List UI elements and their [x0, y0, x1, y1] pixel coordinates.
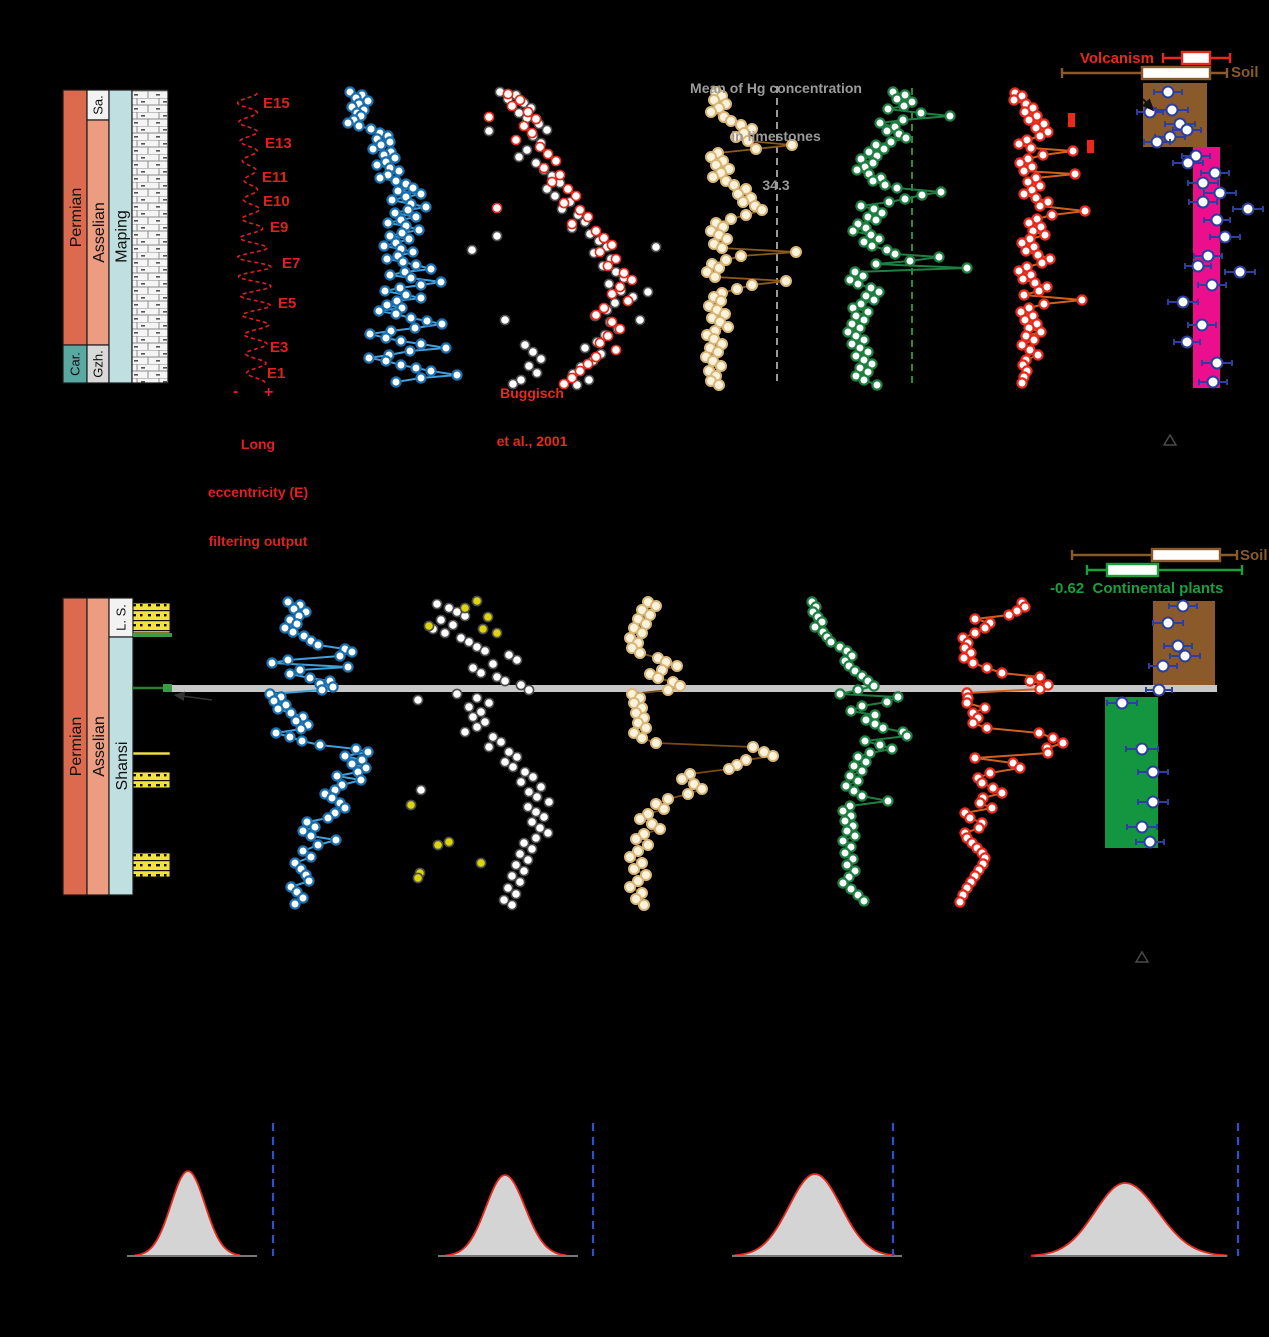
- soil-boxplot-b: [1070, 547, 1239, 563]
- panel-a-hg-series: [700, 86, 802, 391]
- triangle-marker: [1134, 950, 1150, 963]
- eccentricity-cycle-label: E3: [270, 339, 288, 356]
- eccentricity-cycle-label: E5: [278, 295, 296, 312]
- density-plots: [127, 1123, 1240, 1257]
- thin-yellow-bed: [132, 751, 171, 756]
- hg-mean-line2: in limestones: [731, 128, 821, 145]
- panel-b-oxygen-series-white: [412, 598, 555, 911]
- green-marker-square: [163, 684, 172, 692]
- eccentricity-cycle-label: E10: [263, 193, 290, 210]
- strat-label: Maping: [113, 210, 130, 262]
- mean-lines: [776, 86, 913, 385]
- eccentricity-cycle-label: E13: [265, 135, 292, 152]
- panel-a-strat-column-block: [131, 89, 169, 384]
- panel-a-hg-al-series: [1008, 87, 1091, 389]
- ecc-caption-line3: filtering output: [208, 532, 308, 549]
- strat-label: Permian: [68, 717, 85, 777]
- hg-mean-annotation: Mean of Hg concentration in limestones 3…: [683, 48, 869, 209]
- panel-b-strat-column-block: [62, 597, 88, 896]
- panel-b-oxygen-series-yellow: [405, 595, 503, 884]
- panel-b-strat-column-block: [108, 636, 134, 896]
- density-curve-4: [1031, 1182, 1228, 1257]
- sandstone-block: [132, 852, 171, 878]
- panel-a-strat-column-block: [62, 89, 88, 346]
- panel-b-hg-al-series: [954, 597, 1069, 908]
- panel-b-hg-series: [624, 596, 779, 911]
- buggisch-line1: Buggisch: [500, 385, 564, 402]
- strat-label: L. S.: [114, 604, 129, 631]
- strat-label: Permian: [68, 188, 85, 248]
- eccentricity-cycle-label: E11: [262, 169, 288, 186]
- strat-label: Sa.: [91, 95, 106, 115]
- volcanism-label: Volcanism: [1080, 50, 1154, 67]
- volcanism-boxplot: [1161, 50, 1232, 66]
- panel-a-isotope-error-points: [1136, 85, 1264, 389]
- triangle-marker: [1162, 433, 1178, 446]
- strat-label: Gzh.: [91, 350, 106, 377]
- panel-a-oxygen-series-white: [466, 86, 662, 391]
- strat-label: Car.: [68, 352, 83, 376]
- soil-boxplot-a: [1060, 65, 1229, 81]
- panel-a-hg-tc-series: [842, 86, 973, 391]
- hg-mean-line1: Mean of Hg concentration: [690, 80, 862, 97]
- green-bed: [133, 633, 172, 637]
- buggisch-line2: et al., 2001: [496, 433, 568, 450]
- hg-mean-value: 34.3: [762, 176, 790, 193]
- ecc-plus-sign: +: [264, 384, 274, 401]
- ecc-caption-line2: eccentricity (E): [207, 484, 309, 501]
- panel-b-lithology: [132, 602, 172, 878]
- ash-bar: [1068, 113, 1075, 127]
- eccentricity-cycle-label: E1: [267, 365, 285, 382]
- buggisch-citation: Buggisch et al., 2001: [486, 353, 578, 466]
- ecc-caption-line1: Long: [240, 436, 276, 453]
- annotations: [1134, 98, 1178, 963]
- density-curve-2: [445, 1174, 569, 1257]
- panel-a-strat-column: Permian Car. Sa. Asselian Gzh. Maping: [62, 89, 169, 384]
- panel-b-carbon-isotope-series: [264, 596, 374, 910]
- strat-label: Asselian: [91, 202, 108, 262]
- panel-b-hg-tc-series: [806, 596, 913, 907]
- sandstone-block: [132, 771, 171, 789]
- correlation-arrow: [173, 691, 213, 702]
- panel-a-buggisch-series: [483, 88, 638, 390]
- soil-label-b: Soil: [1240, 547, 1268, 564]
- panel-b-isotope-error-points: [1106, 599, 1201, 849]
- strat-label: Shansi: [114, 742, 131, 791]
- eccentricity-curve: E15 E13 E11 E10 E9 E7 E5 E3 E1: [236, 92, 300, 384]
- sample-pointer-arrow: [1141, 98, 1155, 112]
- gray-correlation-bar: [165, 685, 1217, 692]
- density-curve-3: [733, 1173, 899, 1257]
- sandstone-block: [132, 602, 171, 634]
- continental-plants-boxplot: [1085, 562, 1244, 578]
- strat-label: Asselian: [91, 716, 108, 776]
- ecc-minus-sign: -: [233, 383, 239, 400]
- panel-a-strat-column-block: [62, 344, 88, 384]
- eccentricity-cycle-label: E7: [282, 255, 300, 272]
- eccentricity-cycle-label: E15: [263, 95, 290, 112]
- ecc-caption: Long eccentricity (E) filtering output: [200, 404, 316, 565]
- soil-label-a: Soil: [1231, 64, 1259, 81]
- panel-a-carbon-isotope-series: [342, 86, 463, 388]
- panel-b-correlation: [132, 684, 1217, 702]
- eccentricity-cycle-label: E9: [270, 219, 288, 236]
- ash-bar: [1087, 140, 1094, 153]
- continental-plants-label: -0.62 Continental plants: [1050, 580, 1224, 597]
- volcanic-ash-bars: [1068, 113, 1094, 153]
- panel-b-strat-column-block: [108, 597, 134, 638]
- density-curve-1: [134, 1170, 244, 1257]
- panel-b-strat-column: Permian Asselian L. S. Shansi: [62, 597, 134, 896]
